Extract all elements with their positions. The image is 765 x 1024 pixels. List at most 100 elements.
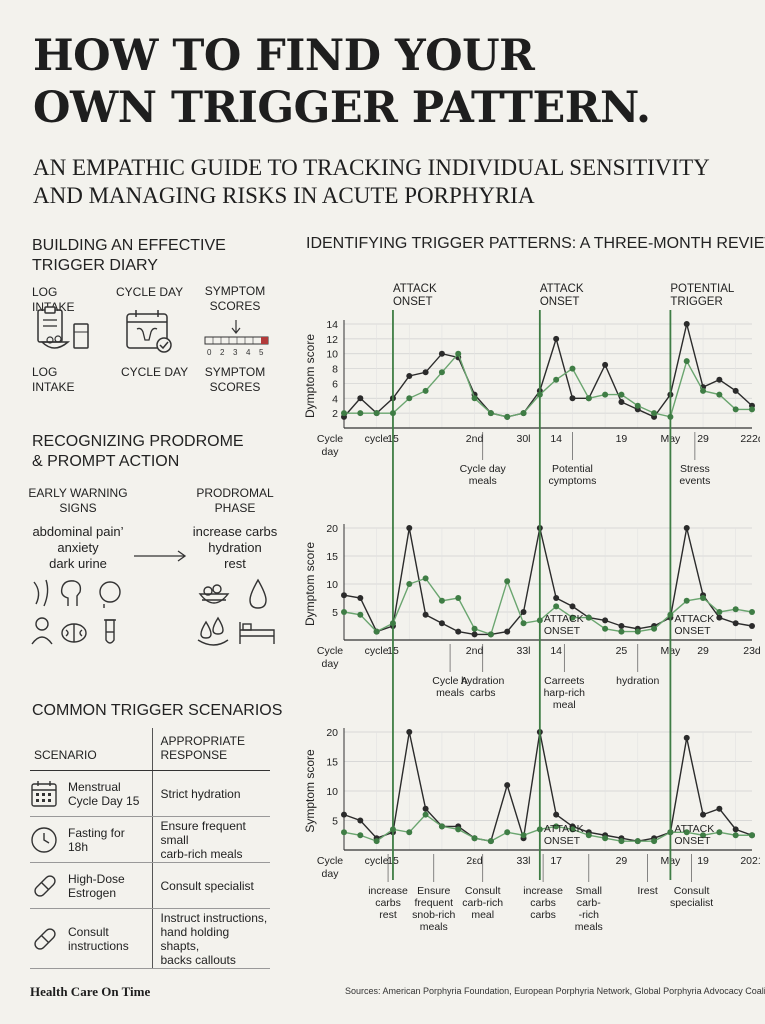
data-point xyxy=(602,391,609,398)
data-point xyxy=(406,525,413,531)
data-point xyxy=(471,625,478,632)
panel-marker-label: ATTACK xyxy=(544,823,584,835)
food-bowl-icon xyxy=(198,584,230,604)
scenario-text: Menstrual xyxy=(68,779,121,794)
x-tick-label: 19 xyxy=(616,433,628,445)
data-point xyxy=(618,838,625,845)
response-cell: Ensure frequent small carb-rich meals xyxy=(151,816,270,863)
y-tick-label: 20 xyxy=(326,727,338,739)
data-point xyxy=(406,729,413,735)
data-point xyxy=(487,410,494,417)
annotation-label: cymptoms xyxy=(549,475,597,487)
data-point xyxy=(553,823,560,830)
panel-marker-label: ONSET xyxy=(544,835,581,847)
response-text: carb-rich meals xyxy=(160,846,243,861)
y-axis-label: Dymptom score xyxy=(303,542,317,626)
data-point xyxy=(455,826,462,833)
data-point xyxy=(373,410,380,417)
prodrome-heading-line-1: RECOGNIZING PRODROME xyxy=(32,433,244,450)
early-item: dark urine xyxy=(49,556,107,571)
scenario-cell: High-Dose Estrogen xyxy=(30,862,152,909)
footer-sources: Sources: American Porphyria Foundation, … xyxy=(345,986,765,996)
data-point xyxy=(569,826,576,833)
scenario-cell: Fasting for 18h xyxy=(30,816,152,863)
annotation-label: frequent xyxy=(414,897,453,909)
col-response-header-1: APPROPRIATE xyxy=(160,734,245,748)
prodromal-phase-label-2: PHASE xyxy=(214,501,256,515)
page-title: HOW TO FIND YOUR OWN TRIGGER PATTERN. xyxy=(33,30,651,134)
annotation-label: Consult xyxy=(465,885,501,897)
table-row: Consult instructions Instruct instruction… xyxy=(30,908,270,969)
warning-signs-icons xyxy=(31,579,121,645)
scale-number: 5 xyxy=(259,348,264,357)
phase-item: increase carbs xyxy=(192,524,278,539)
x-tick-label: 33l xyxy=(517,645,531,657)
data-point xyxy=(373,628,380,635)
annotation-label: Irest xyxy=(637,885,658,897)
diary-label-symptom-2b: SCORES xyxy=(209,380,261,394)
data-point xyxy=(683,358,690,365)
data-point xyxy=(618,628,625,635)
annotation-label: carb- xyxy=(577,897,601,909)
y-tick-label: 8 xyxy=(332,364,338,376)
data-point xyxy=(471,835,478,842)
annotation-label: increase xyxy=(368,885,408,897)
x-tick-label: 17 xyxy=(550,855,562,867)
annotation-label: increase xyxy=(523,885,563,897)
x-tick-label: cycle xyxy=(365,855,389,867)
data-point xyxy=(406,373,413,379)
y-tick-label: 4 xyxy=(332,393,338,405)
prodromal-phase-label-1: PRODROMAL xyxy=(196,486,274,500)
early-item: anxiety xyxy=(57,540,99,555)
data-point xyxy=(438,620,445,627)
head-anxiety-icon xyxy=(60,580,82,606)
annotation-label: carbs xyxy=(530,909,556,921)
data-point xyxy=(341,592,347,599)
scale-number: 4 xyxy=(246,348,251,357)
data-point xyxy=(455,595,462,601)
data-point xyxy=(357,410,364,417)
table-row: High-Dose Estrogen Consult specialist xyxy=(30,862,270,909)
response-cell: Instruct instructions, hand holding shapt… xyxy=(151,908,270,969)
data-point xyxy=(341,609,347,615)
annotation-label: Carreets xyxy=(544,675,584,687)
arrow-right-icon xyxy=(134,550,187,562)
col-scenario-header: SCENARIO xyxy=(30,728,152,771)
data-point xyxy=(732,387,739,394)
data-point xyxy=(422,575,429,582)
x-tick-label: 29 xyxy=(697,433,709,445)
data-point xyxy=(683,597,690,604)
data-point xyxy=(651,838,658,845)
data-point xyxy=(422,611,429,618)
data-point xyxy=(749,406,755,413)
scenario-cell: Menstrual Cycle Day 15 xyxy=(30,770,152,817)
data-point xyxy=(634,628,641,635)
scenario-text: High-Dose xyxy=(68,871,125,886)
top-marker-label: ONSET xyxy=(540,296,580,308)
table-row: Menstrual Cycle Day 15 Strict hydration xyxy=(30,770,270,817)
col-response-header: APPROPRIATE RESPONSE xyxy=(151,728,270,771)
trigger-pattern-chart: ATTACK ONSET ATTACK ONSET POTENTIAL TRIGGER 2 4… xyxy=(300,280,764,960)
panel-marker-label: ONSET xyxy=(674,625,711,637)
test-tube-icon xyxy=(104,619,116,644)
data-point xyxy=(585,832,592,839)
annotation-label: meals xyxy=(469,475,497,487)
data-point xyxy=(422,387,429,394)
annotation-label: Potential xyxy=(552,463,593,475)
diary-label-symptom-1: SYMPTOM xyxy=(204,284,266,298)
brain-icon xyxy=(61,623,87,643)
data-point xyxy=(700,595,707,601)
diary-heading: BUILDING AN EFFECTIVE TRIGGER DIARY xyxy=(32,236,226,276)
page-subtitle: AN EMPATHIC GUIDE TO TRACKING INDIVIDUAL… xyxy=(33,154,710,210)
early-item: abdominal pain’ xyxy=(32,524,124,539)
annotation-label: meal xyxy=(471,909,494,921)
panel-marker-label: ATTACK xyxy=(544,613,584,625)
footer-brand: Health Care On Time xyxy=(30,984,151,999)
data-point xyxy=(357,817,364,824)
y-tick-label: 2 xyxy=(332,408,338,420)
response-text: Instruct instructions, xyxy=(160,910,268,925)
title-line-2: OWN TRIGGER PATTERN. xyxy=(33,83,651,133)
data-point xyxy=(618,391,625,398)
diary-label-symptom-2: SCORES xyxy=(209,299,261,313)
bed-icon xyxy=(239,622,275,644)
